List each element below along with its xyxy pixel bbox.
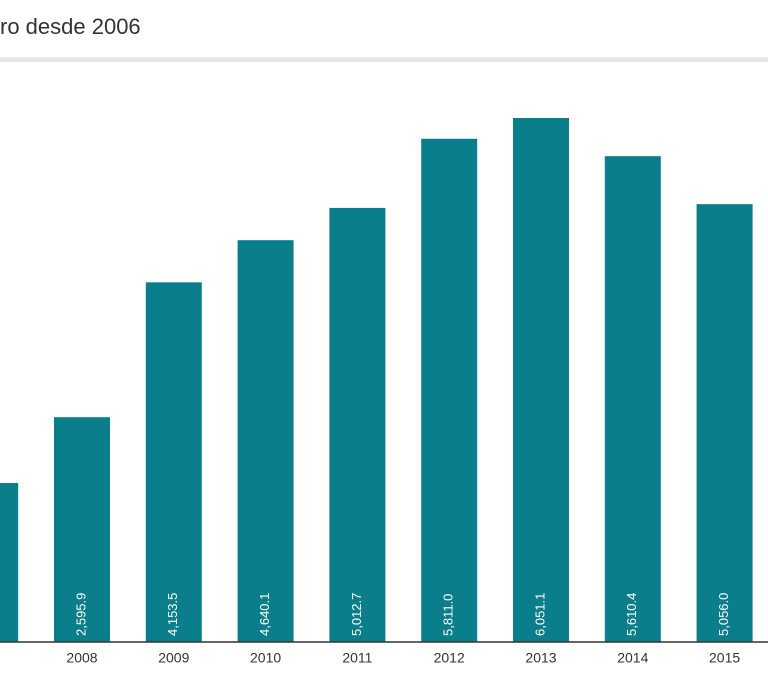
value-label: 4,153.5 (165, 593, 180, 636)
bar (513, 118, 569, 642)
chart-title: ro desde 2006 (0, 14, 141, 39)
x-tick-label: 2011 (342, 650, 372, 666)
x-tick-label: 2012 (434, 650, 465, 666)
bar (0, 483, 19, 642)
value-label: 5,610.4 (624, 593, 639, 636)
x-tick-label: 2009 (158, 650, 189, 666)
value-label: 5,012.7 (349, 593, 364, 636)
x-tick-label: 2008 (66, 650, 97, 666)
value-label: 2,595.9 (73, 593, 88, 636)
value-label: 6,051.1 (532, 593, 547, 636)
bar (604, 156, 661, 642)
value-label: 5,056.0 (716, 593, 731, 636)
title-divider (0, 57, 768, 62)
x-tick-label: 2013 (525, 650, 556, 666)
bar (145, 282, 202, 642)
value-label: 5,811.0 (441, 594, 456, 636)
value-label: 4,640.1 (257, 593, 272, 636)
bar (54, 417, 110, 642)
bar (421, 138, 478, 642)
bar (237, 240, 294, 642)
bar (329, 207, 386, 642)
x-tick-label: 2010 (250, 650, 281, 666)
bar (696, 204, 753, 642)
x-tick-label: 2015 (709, 650, 740, 666)
x-tick-label: 2014 (617, 650, 648, 666)
